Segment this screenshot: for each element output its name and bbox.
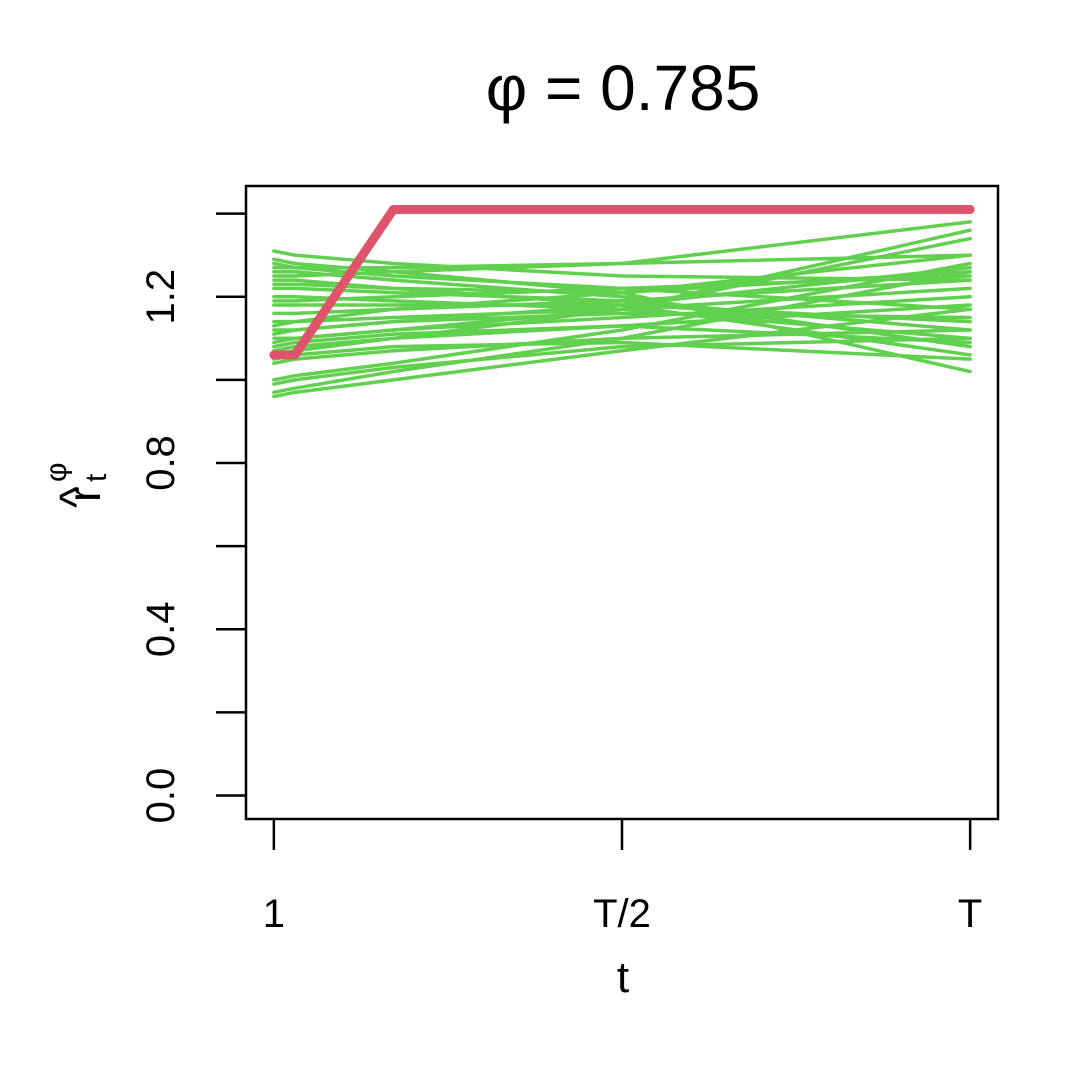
y-tick-label: 1.2 — [139, 269, 183, 325]
y-axis-label: r ^ φ t — [40, 463, 113, 508]
x-axis-label: t — [617, 953, 629, 1002]
x-tick-label: T — [958, 892, 982, 936]
y-tick-label: 0.4 — [139, 601, 183, 657]
y-label-sup: φ — [40, 463, 73, 482]
y-tick-label: 0.8 — [139, 435, 183, 491]
series-line — [272, 328, 972, 365]
y-label-base: r — [58, 487, 110, 502]
series-line — [272, 253, 972, 270]
series-line — [272, 249, 972, 282]
series-line — [272, 274, 972, 303]
chart-title: φ = 0.785 — [486, 52, 761, 124]
series-line — [272, 336, 972, 386]
y-label-hat: ^ — [50, 486, 102, 508]
x-tick-label: T/2 — [593, 892, 651, 936]
y-label-sub: t — [80, 473, 113, 482]
x-tick-label: 1 — [263, 892, 285, 936]
series-line — [272, 253, 972, 328]
series-line — [272, 286, 972, 332]
series-line — [272, 261, 972, 382]
series-line — [269, 204, 975, 360]
series-line — [272, 265, 972, 336]
series-line — [272, 324, 972, 349]
series-line — [272, 270, 972, 349]
y-tick-label: 0.0 — [139, 768, 183, 824]
series-line — [272, 220, 972, 278]
